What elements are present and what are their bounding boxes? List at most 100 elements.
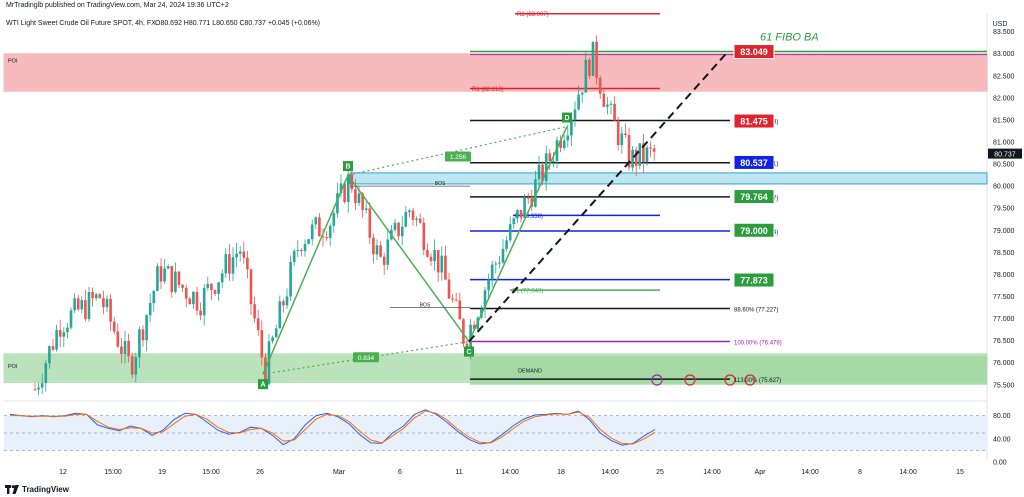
- candle-body: [278, 301, 282, 329]
- candle-body: [368, 208, 372, 238]
- candle-body: [436, 249, 440, 273]
- price-tick-label: 75.500: [993, 382, 1015, 389]
- fib-level-label: 88.60% (77.227): [734, 308, 778, 314]
- time-tick-label: 12: [59, 469, 67, 476]
- poi-label: POI: [8, 364, 18, 370]
- candle-body: [282, 301, 285, 306]
- candle-body: [624, 133, 627, 136]
- candle-body: [159, 266, 163, 282]
- candle-body: [537, 164, 541, 180]
- candle-body: [523, 197, 526, 218]
- candle-body: [498, 262, 501, 264]
- demand-label: DEMAND: [518, 368, 542, 374]
- candle-body: [447, 279, 451, 299]
- candle-body: [271, 337, 274, 342]
- economic-event-icon: [724, 374, 736, 386]
- candle-body: [591, 41, 595, 76]
- candle-body: [393, 222, 397, 230]
- time-tick-label: 6: [398, 469, 402, 476]
- demand-zone: [470, 356, 987, 385]
- time-tick-label: 14:00: [501, 469, 519, 476]
- candle-body: [289, 262, 292, 297]
- candle-body: [454, 299, 458, 301]
- candle-body: [260, 330, 264, 358]
- fib-level-label: R1 (82.213): [472, 87, 504, 93]
- candle-body: [55, 330, 58, 350]
- price-tag-label: 83.049: [740, 47, 768, 57]
- price-tick-label: 78.000: [993, 272, 1015, 279]
- candle-body: [98, 294, 102, 299]
- candle-body: [602, 93, 606, 107]
- fib-level-label: 100.00% (76.479): [734, 341, 782, 347]
- candle-body: [156, 266, 159, 292]
- tradingview-logo-icon: [5, 485, 19, 494]
- candle-body: [264, 357, 267, 384]
- candle-body: [210, 283, 213, 291]
- candle-body: [343, 183, 346, 203]
- candle-body: [199, 310, 202, 316]
- candle-body: [44, 363, 48, 384]
- price-tick-label: 79.500: [993, 206, 1015, 213]
- candle-body: [544, 153, 548, 182]
- candle-body: [181, 284, 184, 288]
- candle-body: [361, 193, 364, 210]
- ohlc-values: O80.692 H80.771 L80.650 C80.737 +0.045 (…: [155, 20, 320, 27]
- candle-body: [541, 164, 544, 182]
- ratio-value: 0.834: [358, 355, 375, 362]
- time-tick-label: 18: [557, 469, 565, 476]
- candle-body: [123, 340, 127, 354]
- oscillator-line: [10, 410, 656, 445]
- candle-body: [429, 256, 433, 262]
- candle-body: [58, 330, 62, 337]
- time-tick-label: 15:00: [202, 469, 220, 476]
- candle-body: [40, 383, 44, 388]
- trading-chart[interactable]: WTI Light Sweet Crude Oil Future SPOT, 4…: [0, 0, 1024, 482]
- candle-body: [192, 291, 195, 305]
- time-tick-label: Mar: [333, 469, 346, 476]
- candle-body: [274, 328, 278, 338]
- candle-body: [490, 264, 494, 280]
- candle-body: [458, 300, 462, 320]
- candle-body: [634, 149, 638, 166]
- candle-body: [580, 92, 584, 95]
- time-tick-label: 15:00: [104, 469, 122, 476]
- candle-body: [170, 266, 174, 293]
- candle-body: [325, 237, 328, 239]
- price-tag-label: 79.000: [740, 226, 768, 236]
- harmonic-pattern: 1.256 0.834 A B C D: [258, 112, 572, 390]
- candle-body: [483, 290, 487, 310]
- candle-body: [508, 224, 512, 241]
- pattern-point-label: D: [564, 115, 569, 122]
- economic-event-icon: [651, 374, 663, 386]
- candle-body: [649, 147, 652, 149]
- candle-body: [69, 310, 73, 328]
- price-tag: [733, 154, 775, 170]
- time-tick-label: 8: [858, 469, 862, 476]
- candle-body: [87, 291, 91, 320]
- price-tick-label: 81.500: [993, 117, 1015, 124]
- price-tick-label: 79.000: [993, 228, 1015, 235]
- time-tick-label: 26: [256, 469, 264, 476]
- candle-body: [285, 296, 289, 306]
- pattern-point-badge: [258, 379, 268, 390]
- candle-body: [375, 245, 379, 255]
- price-tick-label: 82.000: [993, 95, 1015, 102]
- candle-body: [562, 140, 566, 149]
- candle-body: [33, 389, 37, 391]
- candle-body: [364, 208, 368, 210]
- time-tick-label: 14:00: [899, 469, 917, 476]
- price-tag: [733, 113, 775, 129]
- candle-body: [559, 140, 562, 149]
- candle-body: [494, 263, 498, 265]
- ratio-value: 1.256: [450, 154, 467, 161]
- candle-body: [152, 291, 156, 304]
- candle-body: [256, 318, 260, 331]
- candle-body: [328, 225, 332, 239]
- candle-body: [652, 148, 656, 152]
- candle-body: [231, 257, 235, 274]
- candle-body: [339, 183, 343, 194]
- candle-body: [76, 298, 80, 310]
- price-tick-label: 78.500: [993, 250, 1015, 257]
- oscillator-tick-label: 40.00: [993, 436, 1011, 443]
- candle-body: [253, 304, 256, 319]
